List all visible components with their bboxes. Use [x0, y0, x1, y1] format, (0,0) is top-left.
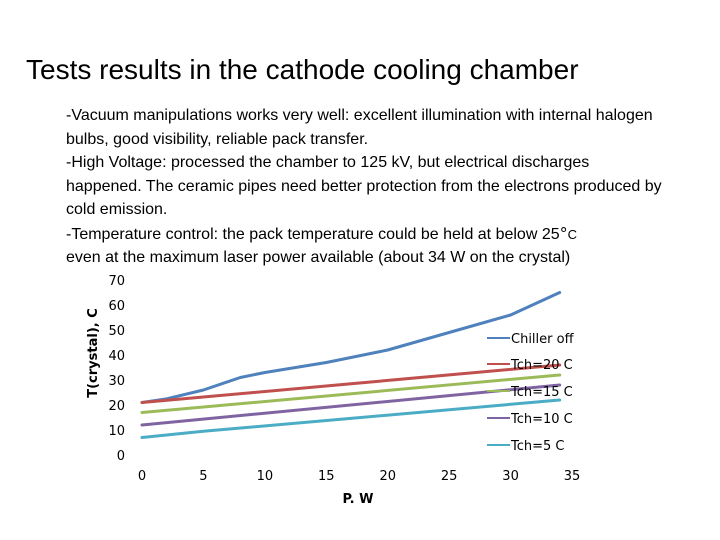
temperature-chart: 0 5 10 15 20 25 30 35 0 10 20 30 40 50 60 70 T(crystal…: [86, 274, 580, 507]
legend-label-4: Tch=5 C: [510, 439, 565, 454]
slide-title: Tests results in the cathode cooling cha…: [26, 54, 579, 85]
series-line-1: [140, 363, 562, 404]
x-tick-label: 15: [318, 469, 335, 484]
y-axis-label: T(crystal), C: [86, 308, 101, 398]
celsius-unit: C: [567, 226, 578, 242]
series-line-2: [140, 373, 562, 414]
x-tick-label: 5: [199, 469, 207, 484]
degree-sign: °: [559, 223, 568, 243]
y-tick-label: 0: [117, 449, 125, 464]
legend: Chiller off Tch=20 C Tch=15 C Tch=10 C Tch=5…: [487, 332, 575, 454]
legend-label-1: Tch=20 C: [510, 358, 573, 373]
bullet-vacuum: -Vacuum manipulations works very well: e…: [66, 107, 653, 148]
y-tick-label: 60: [108, 299, 125, 314]
y-tick-label: 70: [108, 274, 125, 289]
legend-label-2: Tch=15 C: [510, 385, 573, 400]
y-tick-label: 50: [108, 324, 125, 339]
y-tick-label: 20: [108, 399, 125, 414]
x-tick-label: 10: [257, 469, 274, 484]
bullet-temperature: -Temperature control: the pack temperatu…: [66, 222, 666, 247]
x-tick-label: 25: [441, 469, 458, 484]
bullet-temperature-cont: even at the maximum laser power availabl…: [66, 249, 571, 266]
legend-label-0: Chiller off: [511, 332, 575, 347]
x-tick-label: 20: [379, 469, 396, 484]
x-axis-label: P. W: [343, 492, 374, 507]
legend-label-3: Tch=10 C: [510, 412, 573, 427]
y-tick-label: 10: [108, 424, 125, 439]
x-tick-label: 0: [138, 469, 146, 484]
bullet-list: -Vacuum manipulations works very well: e…: [66, 104, 666, 270]
x-axis-ticks: 0 5 10 15 20 25 30 35: [138, 469, 580, 484]
bullet-high-voltage: -High Voltage: processed the chamber to …: [66, 154, 662, 218]
y-tick-label: 40: [108, 349, 125, 364]
series-line-0: [140, 291, 562, 404]
bullet-temperature-text: -Temperature control: the pack temperatu…: [66, 225, 560, 243]
x-tick-label: 35: [564, 469, 581, 484]
series-line-4: [140, 398, 562, 439]
x-tick-label: 30: [502, 469, 519, 484]
y-tick-label: 30: [108, 374, 125, 389]
y-axis-ticks: 0 10 20 30 40 50 60 70: [108, 274, 125, 464]
